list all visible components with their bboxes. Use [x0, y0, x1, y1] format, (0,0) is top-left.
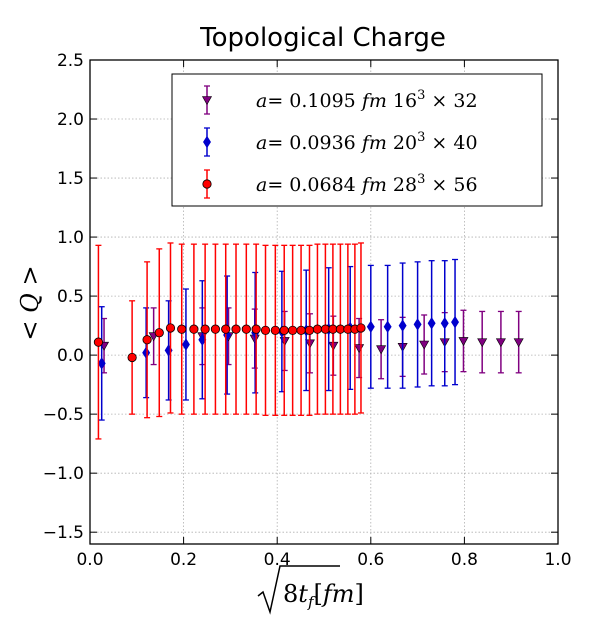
series-1 — [97, 258, 460, 421]
y-axis-label: < Q > — [16, 265, 44, 340]
data-series — [93, 242, 524, 440]
data-point — [354, 344, 365, 354]
chart-title: Topological Charge — [199, 23, 446, 53]
data-point — [260, 325, 271, 335]
x-tick-label: 0.4 — [264, 550, 291, 570]
y-tick-label: −0.5 — [43, 405, 84, 425]
axis-tick-labels: 0.0 0.2 0.4 0.6 0.8 1.0 −1.5 −1.0 −0.5 0.0 0.5 1.0 1… — [43, 51, 572, 570]
x-tick-label: 0.8 — [451, 550, 478, 570]
data-point — [154, 328, 164, 338]
axis-ticks — [89, 59, 559, 544]
legend-box — [171, 73, 543, 207]
data-point — [398, 319, 407, 332]
data-point — [177, 324, 187, 334]
y-tick-label: 0.0 — [57, 346, 84, 366]
data-point — [451, 315, 460, 329]
legend-marker — [202, 179, 212, 189]
data-point — [231, 324, 241, 334]
legend-label: a= 0.0936 fm 203 × 40 — [256, 130, 478, 154]
data-point — [296, 325, 306, 335]
y-tick-label: 1.0 — [57, 228, 84, 248]
x-tick-label: 0.2 — [170, 550, 197, 570]
legend-entry-0: a= 0.1095 fm 163 × 32 — [201, 85, 478, 115]
plot-frame — [89, 59, 559, 545]
y-tick-label: 2.5 — [57, 51, 84, 71]
legend: a= 0.1095 fm 163 × 32 a= 0.0936 fm 203 × … — [171, 73, 543, 207]
data-point — [356, 323, 366, 333]
data-point — [142, 335, 152, 345]
legend-entry-1: a= 0.0936 fm 203 × 40 — [203, 127, 478, 157]
x-tick-label: 0.0 — [76, 550, 103, 570]
y-tick-label: −1.0 — [43, 464, 84, 484]
y-tick-label: 2.0 — [57, 110, 84, 130]
x-tick-label: 1.0 — [544, 550, 571, 570]
data-point — [513, 338, 524, 348]
data-point — [458, 337, 469, 347]
series-0 — [99, 307, 524, 380]
data-point — [251, 324, 261, 334]
data-point — [495, 338, 506, 348]
data-point — [366, 320, 375, 334]
data-point — [127, 352, 137, 363]
data-point — [200, 324, 210, 334]
data-point — [288, 325, 298, 335]
data-point — [189, 324, 199, 334]
y-tick-label: −1.5 — [43, 523, 84, 543]
data-point — [427, 317, 436, 330]
legend-entry-2: a= 0.0684 fm 283 × 56 — [202, 169, 478, 199]
data-point — [142, 346, 151, 360]
legend-label: a= 0.1095 fm 163 × 32 — [256, 88, 478, 112]
data-point — [181, 338, 190, 351]
data-point — [210, 324, 221, 334]
data-point — [279, 325, 289, 335]
data-point — [383, 320, 392, 334]
data-point — [165, 323, 176, 333]
data-point — [419, 340, 430, 350]
data-point — [304, 325, 315, 335]
series-2 — [93, 242, 366, 440]
legend-marker — [203, 135, 211, 149]
legend-label: a= 0.0684 fm 283 × 56 — [256, 172, 478, 196]
data-point — [440, 317, 449, 330]
data-point — [312, 324, 323, 334]
data-point — [93, 337, 104, 347]
data-point — [241, 324, 251, 334]
data-point — [477, 338, 488, 348]
data-point — [270, 325, 280, 335]
data-point — [97, 357, 106, 370]
data-point — [413, 318, 422, 331]
x-axis-label-text: 8tf[fm] — [283, 580, 364, 611]
y-tick-label: 0.5 — [57, 287, 84, 307]
legend-marker — [201, 96, 213, 106]
sqrt-symbol — [257, 565, 340, 615]
y-tick-label: 1.5 — [57, 169, 84, 189]
data-point — [376, 345, 387, 355]
x-tick-label: 0.6 — [357, 550, 384, 570]
x-axis-label: 8tf[fm] — [257, 565, 364, 615]
data-point — [221, 324, 231, 334]
